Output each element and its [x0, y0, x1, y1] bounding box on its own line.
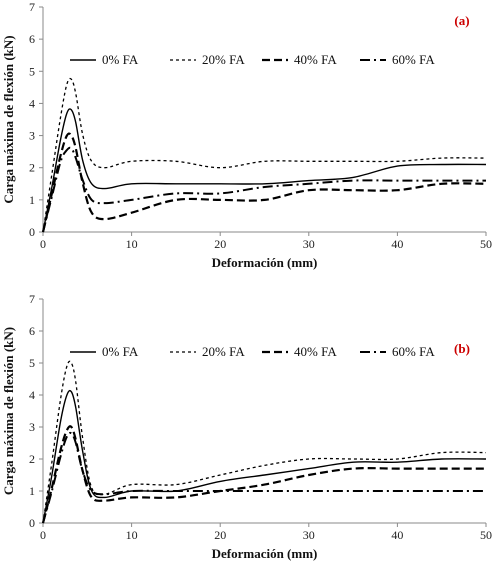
y-axis-title: Carga máxima de flexión (kN): [1, 327, 16, 495]
x-axis-title: Deformación (mm): [212, 546, 318, 561]
x-tick-label: 40: [391, 528, 403, 542]
y-axis-title: Carga máxima de flexión (kN): [1, 35, 16, 203]
legend-label: 40% FA: [294, 344, 337, 359]
y-tick-label: 2: [29, 161, 35, 175]
series-line-2: [42, 77, 487, 233]
y-tick-label: 7: [29, 292, 35, 306]
y-tick-label: 0: [29, 225, 35, 239]
x-tick-label: 10: [126, 237, 138, 251]
x-tick-label: 20: [214, 528, 226, 542]
series-line-1: [42, 389, 487, 524]
x-tick-label: 0: [40, 528, 46, 542]
legend-label: 0% FA: [102, 52, 139, 67]
x-tick-label: 30: [303, 528, 315, 542]
y-tick-label: 4: [29, 96, 35, 110]
series-line-4: [42, 146, 486, 233]
series-line-2: [42, 360, 487, 524]
y-tick-label: 4: [29, 388, 35, 402]
y-tick-label: 3: [29, 420, 35, 434]
y-tick-label: 6: [29, 324, 35, 338]
series-line-3: [41, 132, 487, 233]
x-axis-title: Deformación (mm): [212, 255, 318, 270]
y-tick-label: 2: [29, 452, 35, 466]
series-line-3: [41, 425, 486, 524]
y-tick-label: 3: [29, 129, 35, 143]
series-line-1: [42, 108, 487, 233]
y-tick-label: 1: [29, 484, 35, 498]
y-tick-label: 6: [29, 32, 35, 46]
series-line-4: [42, 431, 486, 524]
y-tick-label: 0: [29, 516, 35, 530]
x-tick-label: 10: [126, 528, 138, 542]
legend-label: 60% FA: [392, 52, 435, 67]
chart-panel-2: 0 1 2 3 4 5 6 7 0 10 20 30 40 50 Deformación (mm) Carga…: [1, 292, 492, 561]
x-tick-label: 50: [480, 528, 492, 542]
x-tick-label: 20: [214, 237, 226, 251]
y-tick-label: 7: [29, 0, 35, 14]
x-tick-label: 0: [40, 237, 46, 251]
y-tick-label: 1: [29, 193, 35, 207]
x-tick-label: 30: [303, 237, 315, 251]
legend-label: 20% FA: [202, 344, 245, 359]
chart-panel-1: 0 1 2 3 4 5 6 7 0 10 20 30 40 50 Deformación (mm) Carga…: [1, 0, 492, 270]
panel-label: (b): [454, 341, 470, 356]
y-tick-label: 5: [29, 356, 35, 370]
legend-label: 40% FA: [294, 52, 337, 67]
y-tick-label: 5: [29, 64, 35, 78]
legend-label: 0% FA: [102, 344, 139, 359]
legend-label: 60% FA: [392, 344, 435, 359]
x-tick-label: 50: [480, 237, 492, 251]
x-tick-label: 40: [391, 237, 403, 251]
panel-label: (a): [454, 13, 469, 28]
legend-label: 20% FA: [202, 52, 245, 67]
